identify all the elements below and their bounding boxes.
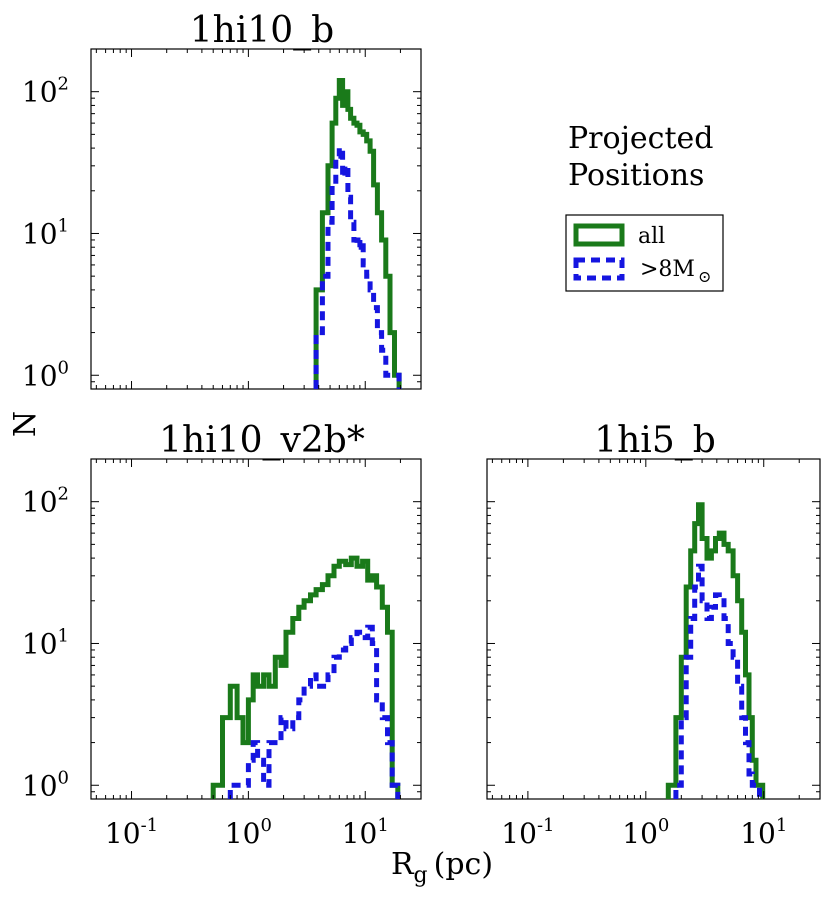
series-all: [210, 555, 401, 799]
series-massive: [673, 563, 762, 799]
y-tick-label: 101: [22, 625, 69, 660]
x-tick-label-exp: 0: [260, 815, 271, 836]
x-tick-label: 101: [342, 815, 389, 850]
x-tick-label-exp: -1: [141, 815, 159, 836]
y-tick-label-base: 10: [22, 359, 58, 392]
y-tick-label: 102: [22, 484, 69, 519]
x-tick-label-exp: 0: [658, 815, 669, 836]
plot-frame: [90, 458, 422, 800]
legend-label-massive-main: >8M: [640, 257, 695, 282]
legend: Projected Positions all >8M ⊙: [565, 121, 724, 292]
x-tick-label-base: 10: [225, 817, 261, 850]
y-tick-label-exp: 1: [58, 625, 69, 646]
x-tick-label-exp: -1: [537, 815, 555, 836]
x-tick-label: 10-1: [501, 815, 554, 850]
plot-frame: [486, 458, 821, 800]
legend-title-line1: Projected: [568, 121, 713, 156]
y-tick-label-base: 10: [22, 76, 58, 109]
legend-label-massive-sub: ⊙: [698, 267, 711, 286]
x-tick-label: 100: [622, 815, 669, 850]
panel-title: 1hi10_v2b*: [159, 420, 365, 461]
x-tick-label-base: 10: [501, 817, 537, 850]
legend-swatch-massive: [573, 257, 625, 281]
y-tick-label: 101: [22, 215, 69, 250]
panel-title: 1hi5_b: [594, 420, 716, 461]
panel-1hi5-b: 1hi5_b 10-1 100 101: [486, 420, 821, 850]
x-tick-label-base: 10: [622, 817, 658, 850]
x-tick-label-base: 10: [740, 817, 776, 850]
y-axis-label: N: [8, 411, 43, 437]
y-tick-label: 100: [22, 767, 69, 802]
x-axis-label-main: R: [391, 847, 415, 882]
y-tick-label-base: 10: [22, 217, 58, 250]
legend-swatch-all: [573, 223, 625, 247]
y-tick-label-exp: 0: [58, 357, 69, 378]
plot-frame: [90, 48, 422, 390]
x-tick-label: 100: [225, 815, 272, 850]
x-tick-label-exp: 1: [776, 815, 787, 836]
x-tick-label-base: 10: [342, 817, 378, 850]
x-axis-label-sub: g: [414, 863, 428, 888]
y-tick-label-exp: 2: [58, 74, 69, 95]
x-axis-label: Rg (pc): [391, 847, 493, 888]
x-tick-label-exp: 1: [377, 815, 388, 836]
y-tick-label-base: 10: [22, 627, 58, 660]
series-all: [313, 78, 402, 389]
y-tick-label: 100: [22, 357, 69, 392]
legend-label-all: all: [638, 224, 665, 249]
y-tick-label: 102: [22, 74, 69, 109]
panel-title: 1hi10_b: [190, 10, 334, 51]
legend-title-line2: Positions: [568, 158, 704, 193]
y-tick-label-exp: 2: [58, 484, 69, 505]
series-massive: [313, 145, 402, 389]
y-tick-label-exp: 0: [58, 767, 69, 788]
x-tick-label-base: 10: [105, 817, 141, 850]
x-tick-label: 101: [740, 815, 787, 850]
y-tick-label-exp: 1: [58, 215, 69, 236]
y-tick-label-base: 10: [22, 769, 58, 802]
y-tick-label-base: 10: [22, 486, 58, 519]
series-massive: [227, 624, 401, 799]
series-all: [665, 502, 766, 799]
legend-label-massive: >8M ⊙: [640, 257, 711, 286]
x-tick-label: 10-1: [105, 815, 158, 850]
x-axis-label-unit: (pc): [434, 847, 493, 882]
